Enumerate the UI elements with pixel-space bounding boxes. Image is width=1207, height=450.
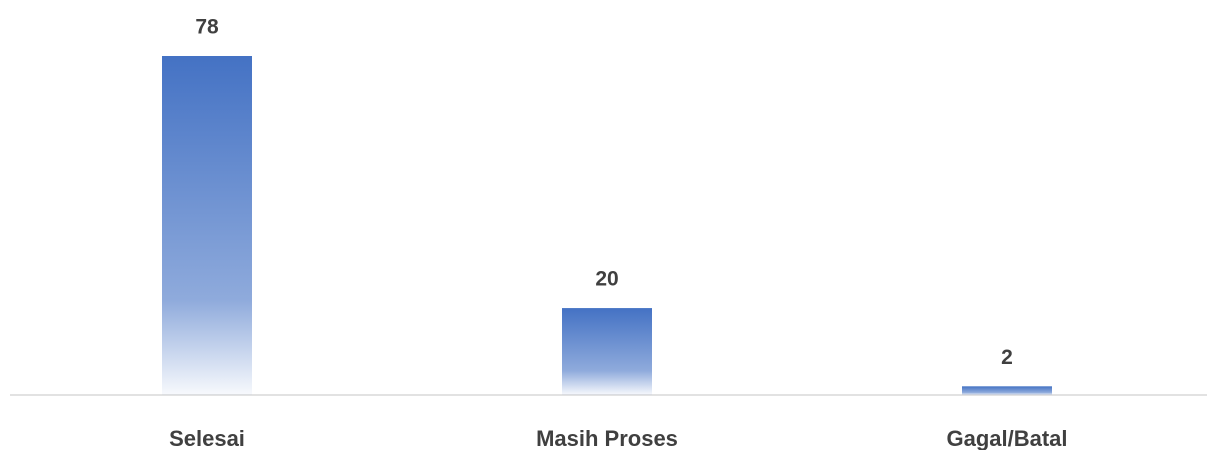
value-label: 20: [595, 268, 618, 291]
x-tick-label: Selesai: [169, 426, 245, 450]
value-label: 2: [1001, 346, 1013, 369]
bar: [962, 386, 1052, 395]
bar: [562, 308, 652, 395]
x-tick-label: Gagal/Batal: [946, 426, 1067, 450]
bar: [162, 56, 252, 395]
x-tick-label: Masih Proses: [536, 426, 678, 450]
value-label: 78: [195, 16, 219, 39]
